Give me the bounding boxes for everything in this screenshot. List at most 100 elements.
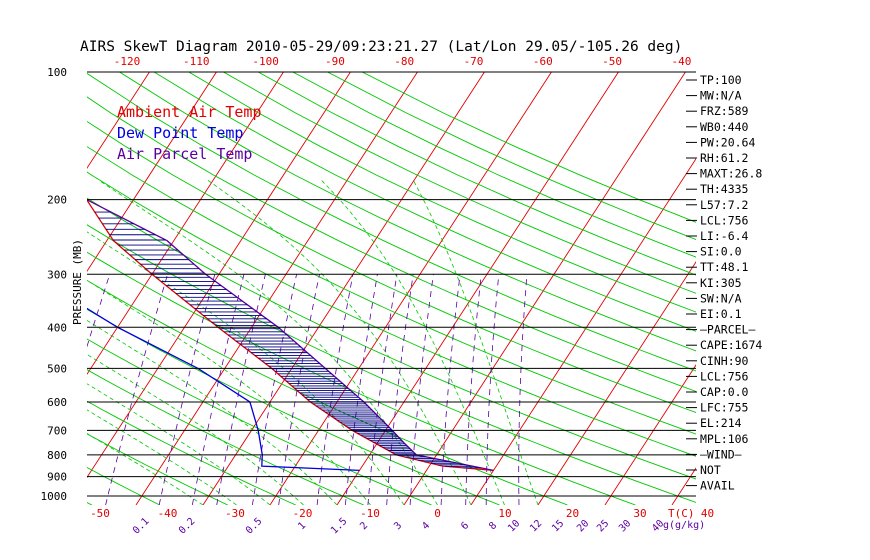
dry-adiabat-line <box>87 467 160 505</box>
stability-index-label: LI:-6.4 <box>700 229 749 243</box>
pressure-tick-label: 300 <box>47 268 67 281</box>
dry-adiabat-line <box>87 146 696 435</box>
stability-index-label: RH:61.2 <box>700 151 748 165</box>
isotherm-line <box>135 72 418 505</box>
legend-dew-point-temp: Dew Point Temp <box>117 124 243 142</box>
dry-adiabat-line <box>327 72 696 240</box>
bottom-temperature-tick-label: 10 <box>498 507 511 520</box>
dry-adiabat-line <box>87 279 568 505</box>
mixing-ratio-line <box>278 274 320 505</box>
mixing-ratio-line <box>386 274 414 505</box>
stability-index-label: WB0:440 <box>700 120 749 134</box>
bottom-temperature-tick-label: 20 <box>566 507 579 520</box>
top-temperature-tick-label: -90 <box>325 55 345 68</box>
pressure-tick-label: 400 <box>47 321 67 334</box>
y-axis-label: PRESSURE (MB) <box>71 239 84 325</box>
moist-adiabat-line <box>87 231 405 505</box>
moist-adiabat-line <box>87 383 271 505</box>
isotherm-line <box>87 72 284 376</box>
dry-adiabat-line <box>87 96 696 392</box>
mixing-ratio-tick-label: 30 <box>617 518 633 534</box>
bottom-temperature-tick-label: -30 <box>225 507 245 520</box>
dry-adiabat-line <box>87 251 636 505</box>
moist-adiabat-line <box>321 179 505 505</box>
top-temperature-tick-label: -110 <box>183 55 210 68</box>
stability-index-label: –PARCEL– <box>700 323 755 337</box>
moist-adiabat-line <box>87 433 204 505</box>
bottom-temperature-tick-label: -20 <box>293 507 313 520</box>
dry-adiabat-line <box>292 72 696 258</box>
isotherm-line <box>87 72 150 169</box>
pressure-tick-label: 100 <box>47 66 67 79</box>
chart-title: AIRS SkewT Diagram 2010-05-29/09:23:21.2… <box>80 39 682 55</box>
dry-adiabat-line <box>87 433 228 505</box>
top-temperature-tick-label: -120 <box>114 55 141 68</box>
dry-adiabat-line <box>87 120 696 414</box>
stability-index-label: CAP:0.0 <box>700 385 749 399</box>
dry-adiabat-line <box>87 72 696 372</box>
stability-index-label: –WIND– <box>700 447 742 461</box>
mixing-ratio-line <box>367 274 398 505</box>
dry-adiabat-line <box>87 224 696 503</box>
mixing-ratio-tick-label: 6 <box>459 520 471 532</box>
stability-index-label: LFC:755 <box>700 401 748 415</box>
pressure-tick-label: 800 <box>47 449 67 462</box>
stability-index-label: LCL:756 <box>700 369 749 383</box>
stability-index-label: CINH:90 <box>700 354 749 368</box>
mixing-ratio-line <box>518 274 528 505</box>
mixing-ratio-tick-label: 25 <box>595 518 611 534</box>
moist-adiabat-line <box>87 279 371 505</box>
mixing-ratio-line <box>409 274 434 505</box>
isotherm-line <box>470 158 696 505</box>
parcel-profile <box>87 199 494 472</box>
isotherm-line <box>87 72 351 479</box>
stability-index-label: NOT <box>700 463 721 477</box>
mixing-ratio-line <box>191 274 245 505</box>
isotherm-line <box>269 72 552 505</box>
stability-index-label: LCL:756 <box>700 213 749 227</box>
plot-area <box>0 71 696 505</box>
mixing-ratio-tick-label: 4 <box>420 520 432 532</box>
dry-adiabat-line <box>257 72 696 276</box>
dry-adiabat-line <box>87 171 696 457</box>
top-temperature-tick-label: -80 <box>394 55 414 68</box>
top-temperature-tick-label: -40 <box>671 55 691 68</box>
dry-adiabat-line <box>0 72 24 505</box>
pressure-tick-label: 200 <box>47 194 67 207</box>
stability-index-label: FRZ:589 <box>700 104 749 118</box>
bottom-temperature-tick-label: 40 <box>701 507 714 520</box>
dry-adiabat-line <box>188 72 696 313</box>
plot-background-lines <box>0 72 696 505</box>
dry-adiabat-line <box>87 308 500 505</box>
mixing-ratio-tick-label: 1 <box>296 520 308 532</box>
mixing-ratio-line <box>440 274 461 505</box>
legend-ambient-air-temp: Ambient Air Temp <box>117 103 262 121</box>
stability-index-label: TP:100 <box>700 73 742 87</box>
moist-adiabat-line <box>87 319 338 505</box>
isotherm-line <box>0 72 15 505</box>
pressure-tick-label: 700 <box>47 424 67 437</box>
stability-index-label: EI:0.1 <box>700 307 742 321</box>
stability-index-label: AVAIL <box>700 479 735 493</box>
bottom-temperature-tick-label: 30 <box>633 507 646 520</box>
bottom-temperature-tick-label: -10 <box>360 507 380 520</box>
moist-adiabat-line <box>98 179 438 505</box>
dry-adiabat-line <box>119 72 696 352</box>
mixing-ratio-tick-label: 1.5 <box>329 516 350 537</box>
stability-index-label: EL:214 <box>700 416 742 430</box>
isotherm-line <box>403 72 686 505</box>
stability-index-label: SW:N/A <box>700 291 742 305</box>
mixing-ratio-tick-label: 2 <box>358 520 370 532</box>
pressure-tick-label: 900 <box>47 471 67 484</box>
stability-index-label: CAPE:1674 <box>700 338 762 352</box>
mixing-ratio-tick-label: 10 <box>506 518 522 534</box>
pressure-tick-label: 500 <box>47 362 67 375</box>
mixing-ratio-tick-label: 0.1 <box>131 516 152 537</box>
stability-index-label: SI:0.0 <box>700 245 742 259</box>
dry-adiabat-line <box>223 72 696 294</box>
legend-air-parcel-temp: Air Parcel Temp <box>117 145 252 163</box>
top-temperature-tick-label: -50 <box>602 55 622 68</box>
pressure-tick-label: 1000 <box>41 490 68 503</box>
